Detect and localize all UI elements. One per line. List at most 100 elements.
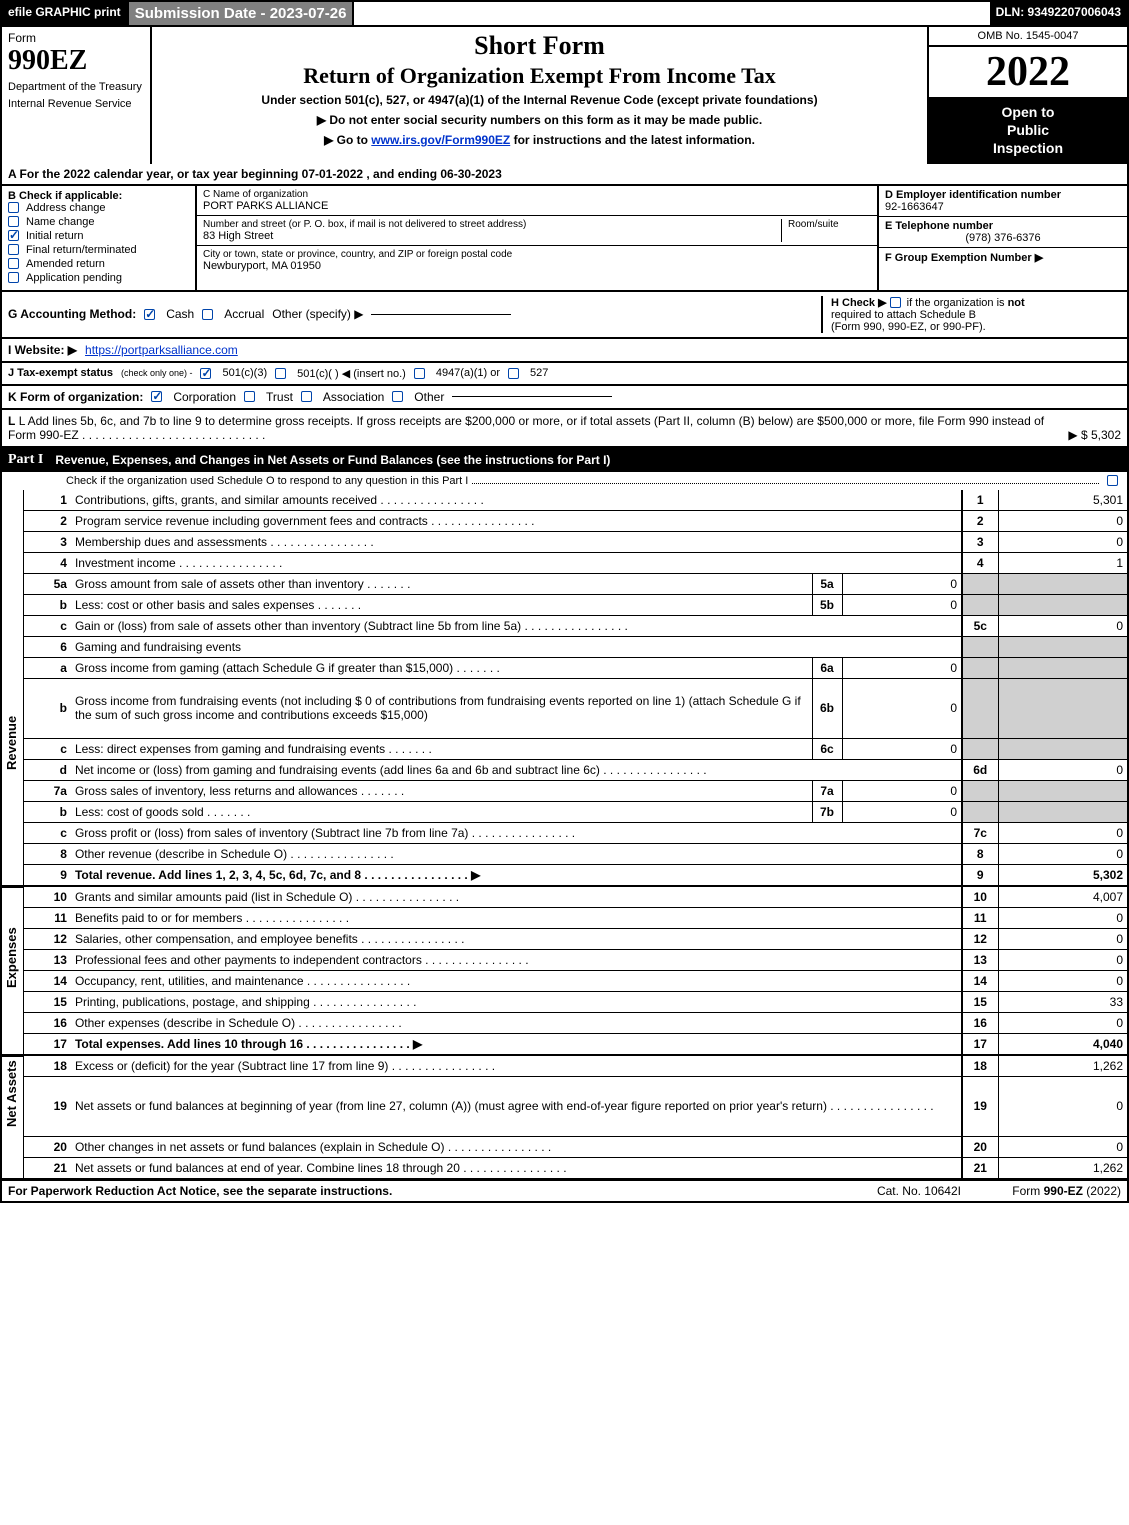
table-row: 6Gaming and fundraising events: [24, 636, 1128, 657]
g-cash: Cash: [166, 307, 194, 321]
line-num: 15: [962, 991, 998, 1012]
table-row: 14Occupancy, rent, utilities, and mainte…: [24, 970, 1128, 991]
g-cash-checkbox[interactable]: [144, 309, 155, 320]
line-desc: Gain or (loss) from sale of assets other…: [71, 615, 962, 636]
line-no: 21: [24, 1157, 71, 1179]
line-desc: Less: cost of goods sold . . . . . . .: [71, 801, 812, 822]
instr-link: ▶ Go to www.irs.gov/Form990EZ for instru…: [160, 133, 919, 147]
line-desc: Other changes in net assets or fund bala…: [71, 1136, 962, 1157]
table-row: dNet income or (loss) from gaming and fu…: [24, 759, 1128, 780]
name-org-value: PORT PARKS ALLIANCE: [203, 200, 871, 212]
g-label: G Accounting Method:: [8, 307, 136, 321]
g-other-blank[interactable]: [371, 314, 511, 315]
j-501c-checkbox[interactable]: [275, 368, 286, 379]
b-checkbox-2[interactable]: [8, 230, 19, 241]
b-checkbox-3[interactable]: [8, 244, 19, 255]
line-num: 5c: [962, 615, 998, 636]
line-no: 10: [24, 887, 71, 908]
open1: Open to: [1002, 104, 1055, 120]
section-a-tax-year: A For the 2022 calendar year, or tax yea…: [0, 164, 1129, 186]
b-item-label: Address change: [26, 202, 106, 214]
form-number: 990EZ: [8, 45, 144, 77]
table-row: aGross income from gaming (attach Schedu…: [24, 657, 1128, 678]
line-no: 3: [24, 531, 71, 552]
revenue-section: Revenue 1Contributions, gifts, grants, a…: [0, 490, 1129, 887]
j-501c3-checkbox[interactable]: [200, 368, 211, 379]
cell-address: Number and street (or P. O. box, if mail…: [197, 216, 877, 246]
k-other-checkbox[interactable]: [392, 391, 403, 402]
k-corp-checkbox[interactable]: [151, 391, 162, 402]
k-label: K Form of organization:: [8, 390, 143, 404]
footer-bar: For Paperwork Reduction Act Notice, see …: [0, 1180, 1129, 1203]
line-num: 14: [962, 970, 998, 991]
line-num: 11: [962, 907, 998, 928]
line-no: a: [24, 657, 71, 678]
line-no: 17: [24, 1033, 71, 1055]
line-desc: Net assets or fund balances at beginning…: [71, 1076, 962, 1136]
submission-date: Submission Date - 2023-07-26: [129, 2, 355, 25]
revenue-table: 1Contributions, gifts, grants, and simil…: [24, 490, 1129, 887]
subline-no: 6b: [812, 678, 842, 738]
table-row: 19Net assets or fund balances at beginni…: [24, 1076, 1128, 1136]
table-row: 21Net assets or fund balances at end of …: [24, 1157, 1128, 1179]
subline-no: 5b: [812, 594, 842, 615]
top-bar: efile GRAPHIC print Submission Date - 20…: [0, 0, 1129, 27]
form-header: Form 990EZ Department of the Treasury In…: [0, 27, 1129, 164]
j-527-checkbox[interactable]: [508, 368, 519, 379]
website-link[interactable]: https://portparksalliance.com: [85, 343, 238, 357]
b-check-row: Address change: [8, 202, 189, 214]
line-val: 0: [998, 531, 1128, 552]
line-val: 5,301: [998, 490, 1128, 511]
g-accrual-checkbox[interactable]: [202, 309, 213, 320]
col-b-check-applicable: B Check if applicable: Address changeNam…: [2, 186, 197, 290]
line-num: 18: [962, 1056, 998, 1077]
cell-group-exemption: F Group Exemption Number ▶: [879, 248, 1127, 290]
line-no: 5a: [24, 573, 71, 594]
subline-val: 0: [842, 657, 962, 678]
line-no: 19: [24, 1076, 71, 1136]
line-val: [998, 678, 1128, 738]
line-no: 18: [24, 1056, 71, 1077]
line-no: 16: [24, 1012, 71, 1033]
line-val: 5,302: [998, 864, 1128, 886]
k-assoc-checkbox[interactable]: [301, 391, 312, 402]
side-label-net-assets: Net Assets: [4, 1060, 19, 1127]
expenses-table: 10Grants and similar amounts paid (list …: [24, 887, 1129, 1056]
b-checkbox-0[interactable]: [8, 202, 19, 213]
j-4947-checkbox[interactable]: [414, 368, 425, 379]
k-other-blank[interactable]: [452, 396, 612, 397]
line-num: 7c: [962, 822, 998, 843]
h-checkbox[interactable]: [890, 297, 901, 308]
g-accrual: Accrual: [224, 307, 264, 321]
k-trust-checkbox[interactable]: [244, 391, 255, 402]
line-num: 2: [962, 510, 998, 531]
irs-link[interactable]: www.irs.gov/Form990EZ: [371, 133, 510, 147]
line-desc: Investment income . . . . . . . . . . . …: [71, 552, 962, 573]
j-501c: 501(c)( ) ◀ (insert no.): [297, 367, 406, 380]
part-i-label: Part I: [8, 452, 43, 468]
part-i-checkbox[interactable]: [1107, 475, 1118, 486]
line-val: 0: [998, 970, 1128, 991]
b-checkbox-5[interactable]: [8, 272, 19, 283]
part-i-title: Revenue, Expenses, and Changes in Net As…: [55, 453, 610, 467]
f-label: F Group Exemption Number ▶: [885, 251, 1121, 264]
open2: Public: [1007, 122, 1049, 138]
open-to-public: Open to Public Inspection: [929, 97, 1127, 164]
subline-val: 0: [842, 573, 962, 594]
table-row: 17Total expenses. Add lines 10 through 1…: [24, 1033, 1128, 1055]
subline-val: 0: [842, 678, 962, 738]
col-d-ein-phone: D Employer identification number 92-1663…: [877, 186, 1127, 290]
table-row: 7aGross sales of inventory, less returns…: [24, 780, 1128, 801]
line-desc: Program service revenue including govern…: [71, 510, 962, 531]
line-val: 0: [998, 615, 1128, 636]
line-no: 15: [24, 991, 71, 1012]
efile-print[interactable]: efile GRAPHIC print: [2, 2, 129, 25]
b-check-row: Name change: [8, 216, 189, 228]
line-no: c: [24, 615, 71, 636]
phone-value: (978) 376-6376: [885, 232, 1121, 244]
b-checkbox-4[interactable]: [8, 258, 19, 269]
b-checkbox-1[interactable]: [8, 216, 19, 227]
line-desc: Gross profit or (loss) from sales of inv…: [71, 822, 962, 843]
line-no: c: [24, 822, 71, 843]
line-desc: Total expenses. Add lines 10 through 16 …: [71, 1033, 962, 1055]
